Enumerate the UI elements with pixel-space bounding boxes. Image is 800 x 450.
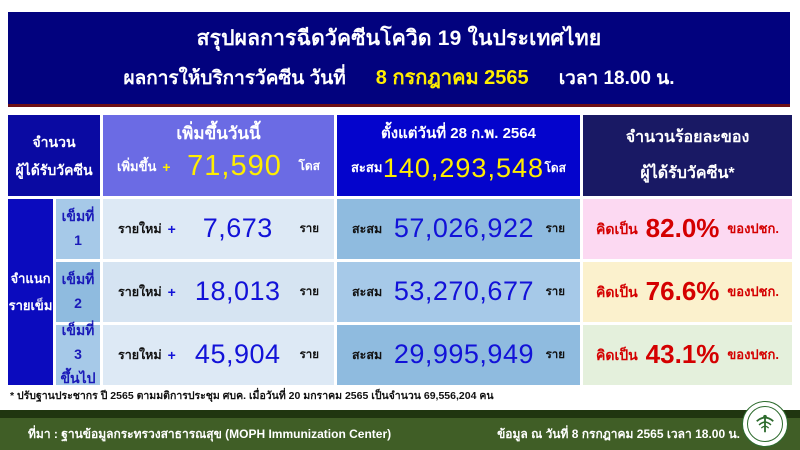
new-value: 7,673	[202, 213, 273, 244]
percent-label: คิดเป็น	[596, 220, 638, 237]
report-date-prefix: ผลการให้บริการวัคซีน วันที่	[123, 67, 346, 89]
cumulative-total-label: สะสม	[351, 160, 383, 175]
percent-value: 82.0%	[645, 213, 720, 244]
title-block: สรุปผลการฉีดวัคซีนโควิด 19 ในประเทศไทย ผ…	[8, 12, 790, 107]
daily-header-title: เพิ่มขึ้นวันนี้	[176, 124, 261, 143]
report-date: 8 กรกฎาคม 2565	[375, 66, 529, 89]
new-value: 45,904	[194, 339, 281, 370]
new-doses-line: รายใหม่ + 7,673 ราย	[103, 211, 334, 246]
footer-bar: ที่มา : ฐานข้อมูลกระทรวงสาธารณสุข (MOPH …	[0, 418, 800, 450]
cumulative-doses-line: สะสม 29,995,949 ราย	[337, 337, 580, 372]
moph-emblem-icon	[747, 406, 783, 442]
dose-label: เข็มที่ 1	[61, 208, 95, 248]
new-doses-cell: รายใหม่ + 18,013 ราย	[103, 262, 334, 322]
percent-value: 76.6%	[645, 276, 720, 307]
footer-divider	[0, 410, 800, 418]
percent-value: 43.1%	[645, 339, 720, 370]
percent-unit: ของปชก.	[727, 283, 779, 299]
plus-sign: +	[167, 283, 176, 300]
plus-sign: +	[167, 346, 176, 363]
dose-label: เข็มที่ 2	[61, 271, 95, 311]
percent-label: คิดเป็น	[596, 283, 638, 300]
side-label-line1: จำแนก	[10, 270, 51, 286]
cumulative-header-cell: ตั้งแต่วันที่ 28 ก.พ. 2564 สะสม 140,293,…	[337, 115, 580, 196]
percent-header-line2: ผู้ได้รับวัคซีน*	[640, 164, 735, 182]
percent-cell: คิดเป็น 43.1% ของปชก.	[583, 325, 792, 385]
daily-total-line: เพิ่มขึ้น + 71,590 โดส	[103, 148, 334, 186]
plus-sign: +	[167, 220, 176, 237]
side-label-line2: รายเข็ม	[8, 298, 53, 313]
cumulative-value: 57,026,922	[393, 213, 534, 244]
population-footnote: * ปรับฐานประชากร ปี 2565 ตามมติการประชุม…	[10, 390, 494, 402]
percent-cell: คิดเป็น 76.6% ของปชก.	[583, 262, 792, 322]
cumulative-total-value: 140,293,548	[382, 152, 544, 183]
daily-total-label: เพิ่มขึ้น	[117, 158, 157, 174]
new-label: รายใหม่	[118, 221, 162, 236]
cumulative-unit: ราย	[545, 348, 565, 361]
data-source: ที่มา : ฐานข้อมูลกระทรวงสาธารณสุข (MOPH …	[28, 427, 392, 441]
percent-unit: ของปชก.	[727, 220, 779, 236]
percent-line: คิดเป็น 76.6% ของปชก.	[583, 275, 792, 309]
percent-line: คิดเป็น 43.1% ของปชก.	[583, 338, 792, 372]
percent-cell: คิดเป็น 82.0% ของปชก.	[583, 199, 792, 259]
data-as-of: ข้อมูล ณ วันที่ 8 กรกฎาคม 2565 เวลา 18.0…	[497, 427, 740, 441]
moph-logo	[742, 401, 788, 447]
percent-header-line1: จำนวนร้อยละของ	[625, 129, 750, 147]
new-unit: ราย	[299, 222, 319, 235]
cumulative-doses-cell: สะสม 29,995,949 ราย	[337, 325, 580, 385]
percent-line: คิดเป็น 82.0% ของปชก.	[583, 212, 792, 246]
recipients-header-line2: ผู้ได้รับวัคซีน	[15, 161, 93, 178]
dose-label: เข็มที่ 3	[61, 322, 95, 363]
cumulative-header-title: ตั้งแต่วันที่ 28 ก.พ. 2564	[381, 125, 536, 142]
dose-label-line2: ขึ้นไป	[60, 369, 96, 386]
recipients-header-cell: จำนวน ผู้ได้รับวัคซีน	[8, 115, 100, 196]
cumulative-unit: ราย	[545, 222, 565, 235]
dose-label-cell: เข็มที่ 2	[56, 262, 100, 322]
cumulative-total-line: สะสม 140,293,548 โดส	[337, 151, 580, 186]
dose-breakdown-side-label: จำแนก รายเข็ม	[8, 199, 53, 385]
report-date-line: ผลการให้บริการวัคซีน วันที่ 8 กรกฎาคม 25…	[8, 63, 790, 94]
plus-sign: +	[162, 159, 171, 176]
percent-label: คิดเป็น	[596, 346, 638, 363]
cumulative-label: สะสม	[352, 284, 383, 299]
cumulative-value: 53,270,677	[393, 276, 534, 307]
new-unit: ราย	[299, 348, 319, 361]
new-label: รายใหม่	[118, 284, 162, 299]
new-doses-cell: รายใหม่ + 7,673 ราย	[103, 199, 334, 259]
new-label: รายใหม่	[118, 347, 162, 362]
new-unit: ราย	[299, 285, 319, 298]
percent-header-cell: จำนวนร้อยละของ ผู้ได้รับวัคซีน*	[583, 115, 792, 196]
cumulative-label: สะสม	[352, 221, 383, 236]
new-doses-line: รายใหม่ + 18,013 ราย	[103, 274, 334, 309]
cumulative-doses-line: สะสม 53,270,677 ราย	[337, 274, 580, 309]
cumulative-label: สะสม	[352, 347, 383, 362]
cumulative-total-unit: โดส	[544, 160, 566, 175]
daily-header-cell: เพิ่มขึ้นวันนี้ เพิ่มขึ้น + 71,590 โดส	[103, 115, 334, 196]
cumulative-doses-line: สะสม 57,026,922 ราย	[337, 211, 580, 246]
vaccination-table: จำนวน ผู้ได้รับวัคซีน เพิ่มขึ้นวันนี้ เพ…	[8, 115, 792, 386]
cumulative-unit: ราย	[545, 285, 565, 298]
percent-unit: ของปชก.	[727, 346, 779, 362]
report-time: เวลา 18.00 น.	[558, 67, 675, 89]
new-doses-cell: รายใหม่ + 45,904 ราย	[103, 325, 334, 385]
cumulative-doses-cell: สะสม 57,026,922 ราย	[337, 199, 580, 259]
cumulative-value: 29,995,949	[393, 339, 534, 370]
dose-label-cell: เข็มที่ 1	[56, 199, 100, 259]
recipients-header-line1: จำนวน	[32, 133, 76, 150]
page-title: สรุปผลการฉีดวัคซีนโควิด 19 ในประเทศไทย	[196, 27, 602, 50]
daily-total-unit: โดส	[298, 159, 320, 174]
dose-label-cell: เข็มที่ 3 ขึ้นไป	[56, 322, 100, 386]
new-doses-line: รายใหม่ + 45,904 ราย	[103, 337, 334, 372]
cumulative-doses-cell: สะสม 53,270,677 ราย	[337, 262, 580, 322]
new-value: 18,013	[194, 276, 281, 307]
daily-total-value: 71,590	[187, 150, 282, 183]
